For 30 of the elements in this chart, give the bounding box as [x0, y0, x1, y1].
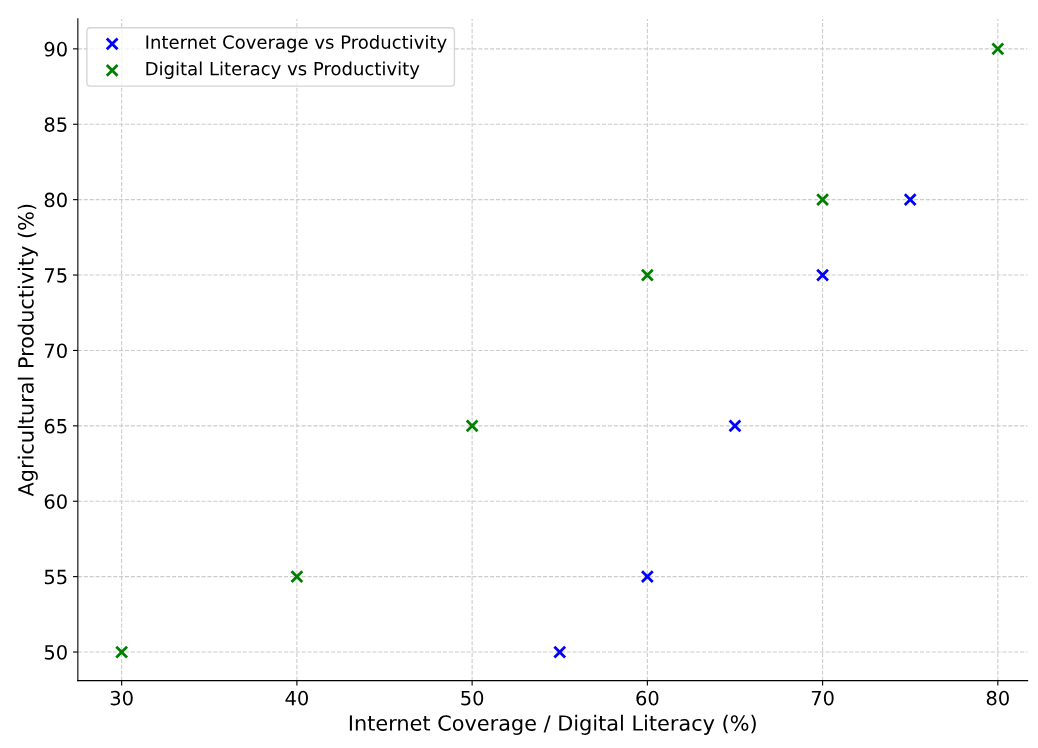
point — [815, 192, 830, 207]
x-tick-label: 40 — [285, 690, 308, 706]
point — [552, 645, 567, 659]
point — [815, 268, 830, 282]
y-tick-label: 80 — [44, 192, 67, 208]
point — [465, 419, 479, 433]
y-tick-label: 50 — [44, 644, 67, 660]
x-tick-label: 60 — [636, 690, 659, 706]
y-tick-label: 70 — [44, 343, 67, 359]
point — [991, 42, 1005, 56]
x-tick-label: 30 — [110, 690, 133, 706]
x-axis-title: Internet Coverage / Digital Literacy (%) — [349, 714, 756, 735]
x-tick-label: 50 — [461, 690, 484, 706]
point — [903, 192, 917, 207]
y-tick-label: 75 — [44, 268, 67, 283]
x-tick-label: 80 — [986, 690, 1009, 706]
y-tick-label: 60 — [44, 494, 67, 509]
legend-label: Internet Coverage vs Productivity — [146, 34, 447, 53]
y-axis-title: Agricultural Productivity (%) — [17, 204, 38, 497]
point — [290, 569, 304, 584]
x-tick-label: 70 — [811, 690, 834, 706]
legend-label: Digital Literacy vs Productivity — [146, 61, 420, 79]
y-tick-label: 65 — [44, 418, 67, 434]
point — [640, 569, 655, 584]
y-tick-label: 55 — [44, 569, 67, 585]
point — [640, 268, 655, 282]
y-tick-label: 85 — [44, 117, 67, 132]
point — [728, 419, 742, 433]
point — [114, 645, 129, 659]
y-tick-label: 90 — [44, 41, 67, 57]
